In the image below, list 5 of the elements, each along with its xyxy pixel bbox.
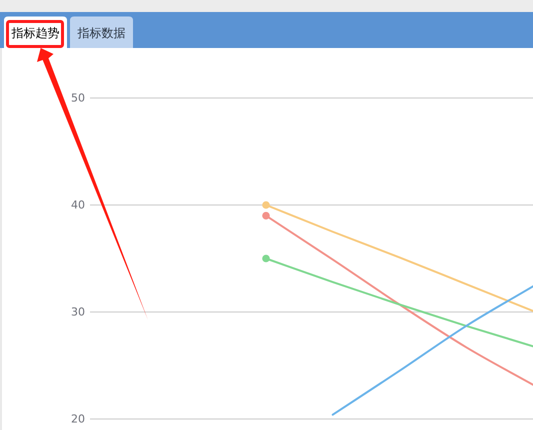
- y-tick-label: 40: [71, 198, 85, 212]
- y-tick-label: 50: [71, 92, 85, 104]
- y-tick-label: 20: [71, 412, 85, 426]
- line-series: [332, 285, 533, 416]
- y-tick-label: 30: [71, 306, 85, 318]
